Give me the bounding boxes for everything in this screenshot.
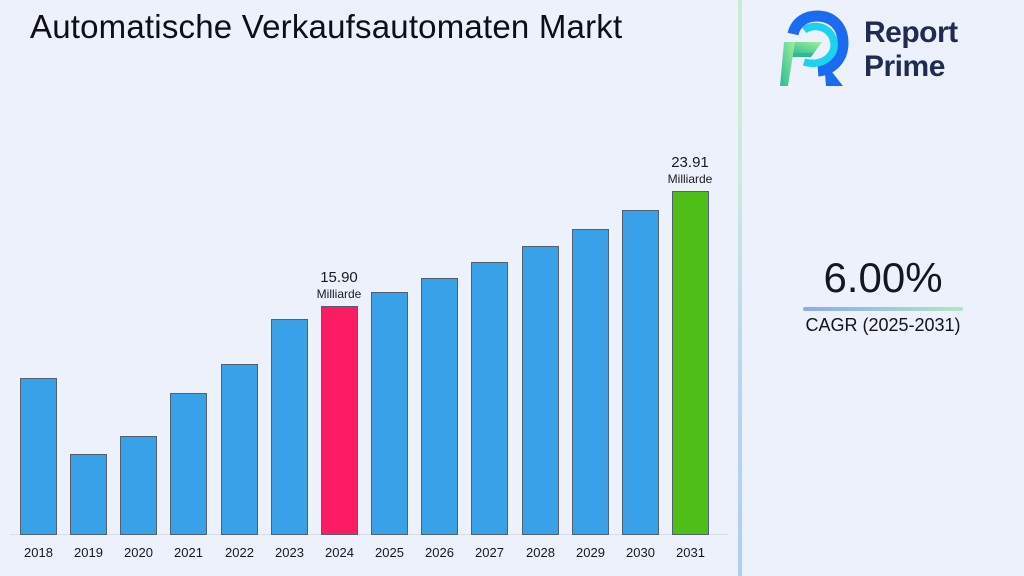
vertical-divider bbox=[738, 0, 742, 576]
cagr-label: CAGR (2025-2031) bbox=[805, 315, 961, 335]
chart-bar-2027 bbox=[471, 262, 508, 535]
x-axis-line bbox=[10, 534, 728, 535]
year-label-2024: 2024 bbox=[325, 545, 354, 560]
page-title: Automatische Verkaufsautomaten Markt bbox=[30, 8, 623, 45]
chart-bar-2020 bbox=[120, 436, 157, 535]
chart-bar-2018 bbox=[20, 378, 57, 535]
chart-bar-2030 bbox=[622, 210, 659, 535]
chart-bar-2029 bbox=[572, 229, 609, 535]
year-label-2025: 2025 bbox=[375, 545, 404, 560]
year-label-2020: 2020 bbox=[124, 545, 153, 560]
chart-bar-2026 bbox=[421, 278, 458, 535]
year-label-2018: 2018 bbox=[24, 545, 53, 560]
year-label-2028: 2028 bbox=[526, 545, 555, 560]
bar-value-label-2031: 23.91 Milliarde bbox=[630, 154, 750, 186]
chart-bar-2019 bbox=[70, 454, 107, 535]
chart-bar-2024 bbox=[321, 306, 358, 535]
value-text: 23.91 bbox=[671, 154, 709, 172]
year-label-2031: 2031 bbox=[676, 545, 705, 560]
chart-bar-2021 bbox=[170, 393, 207, 535]
chart-bar-2025 bbox=[371, 292, 408, 535]
cagr-value: 6.00% bbox=[823, 254, 943, 301]
year-label-2029: 2029 bbox=[576, 545, 605, 560]
cagr-underline bbox=[803, 307, 963, 311]
year-label-2023: 2023 bbox=[275, 545, 304, 560]
report-prime-logo: Report Prime bbox=[780, 10, 958, 88]
unit-text: Milliarde bbox=[667, 171, 713, 186]
unit-text: Milliarde bbox=[316, 286, 362, 301]
chart-bar-2023 bbox=[271, 319, 308, 535]
year-label-2022: 2022 bbox=[225, 545, 254, 560]
year-label-2030: 2030 bbox=[626, 545, 655, 560]
year-label-2021: 2021 bbox=[174, 545, 203, 560]
chart-bar-2031 bbox=[672, 191, 709, 535]
chart-bar-2028 bbox=[522, 246, 559, 535]
year-label-2019: 2019 bbox=[74, 545, 103, 560]
value-text: 15.90 bbox=[320, 269, 358, 287]
report-prime-logo-text: Report Prime bbox=[864, 16, 958, 83]
report-prime-logo-icon bbox=[780, 10, 849, 86]
chart-bar-2022 bbox=[221, 364, 258, 535]
logo-word-report: Report bbox=[864, 16, 958, 49]
year-label-2027: 2027 bbox=[475, 545, 504, 560]
year-label-2026: 2026 bbox=[425, 545, 454, 560]
logo-word-prime: Prime bbox=[864, 49, 945, 83]
bar-value-label-2024: 15.90 Milliarde bbox=[279, 269, 399, 301]
